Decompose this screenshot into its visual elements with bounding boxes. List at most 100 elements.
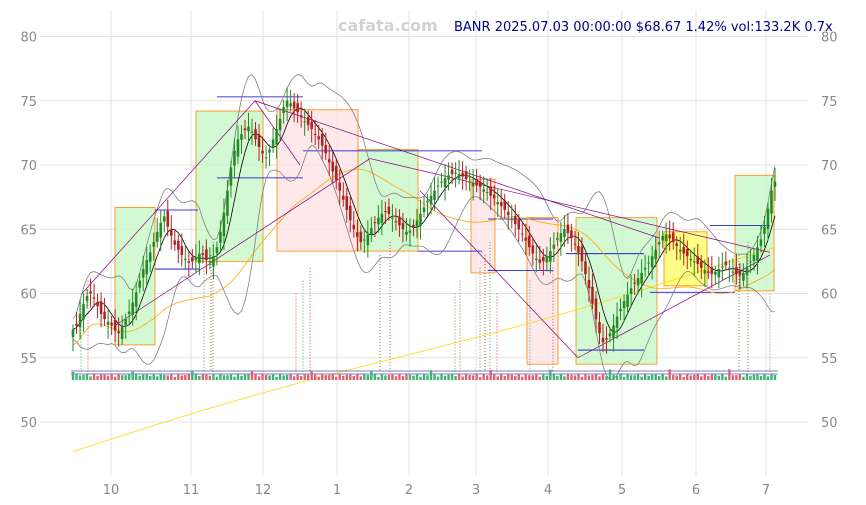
volume-bar [475, 374, 478, 380]
volume-bar [345, 374, 348, 380]
candle-body [289, 103, 292, 107]
candle-body [268, 149, 271, 153]
y-tick-label-right: 65 [821, 223, 838, 238]
volume-bar [619, 374, 622, 380]
candle-body [584, 261, 587, 275]
volume-bar [229, 374, 233, 380]
candle-body [461, 172, 464, 177]
candle-body [471, 182, 475, 187]
volume-bar [145, 374, 148, 380]
volume-bar [500, 374, 503, 380]
candle-body [275, 129, 278, 145]
volume-bar [142, 374, 145, 380]
volume-bar [261, 374, 264, 380]
volume-bar [605, 376, 608, 380]
candle-body [577, 246, 580, 253]
y-tick-label-right: 55 [821, 352, 838, 367]
volume-bar [650, 374, 654, 380]
y-tick-label-left: 70 [20, 159, 37, 174]
candle-body [422, 207, 426, 212]
volume-bar [306, 374, 310, 380]
candle-body [524, 237, 528, 241]
candle-body [324, 145, 328, 154]
volume-bar [580, 376, 584, 380]
candle-body [173, 240, 177, 245]
volume-bar [264, 374, 268, 380]
candle-body [580, 246, 584, 262]
volume-bar [257, 376, 261, 380]
volume-bar [689, 375, 692, 380]
candle-body [749, 261, 752, 263]
volume-bar [507, 374, 510, 380]
range-box [575, 217, 658, 365]
volume-bar [521, 376, 524, 380]
volume-bar [531, 375, 535, 380]
volume-bar [538, 376, 542, 380]
y-tick-label-right: 60 [821, 288, 838, 303]
candle-body [559, 233, 563, 242]
candle-body [612, 325, 615, 339]
volume-bar [542, 374, 545, 380]
volume-bar [468, 374, 471, 380]
volume-bar [149, 376, 152, 380]
volume-bar [391, 374, 394, 380]
range-boxes [114, 109, 775, 365]
volume-bar [510, 374, 513, 380]
candle-body [215, 247, 219, 254]
indicator-lines [72, 74, 776, 452]
candle-body [605, 338, 608, 340]
trend-line [419, 190, 579, 358]
candle-body [166, 210, 170, 227]
candle-body [640, 272, 643, 284]
candle-body [278, 118, 282, 131]
candle-body [334, 165, 338, 181]
y-tick-label-right: 80 [821, 31, 838, 46]
candle-body [520, 233, 524, 235]
candle-body [159, 222, 163, 238]
volume-bar [471, 375, 475, 380]
volume-bar [352, 376, 355, 380]
volume-bar [675, 375, 678, 380]
volume-bar [408, 374, 412, 380]
volume-bar [268, 375, 271, 380]
candle-body [485, 191, 489, 193]
volume-bar [482, 374, 485, 380]
volume-bar [443, 375, 447, 380]
candle-body [661, 235, 664, 241]
candle-body [703, 270, 707, 274]
volume-bar [159, 374, 162, 380]
volume-bar [278, 374, 282, 380]
candle-body [735, 267, 738, 275]
volume-bar [612, 374, 615, 380]
volume-bar [461, 376, 464, 380]
volume-bar [187, 374, 191, 380]
candle-body [377, 217, 380, 225]
candle-body [201, 253, 205, 255]
candle-body [731, 271, 735, 273]
volume-bar [679, 374, 682, 380]
volume-bar [226, 375, 229, 380]
candle-body [327, 159, 331, 163]
candle-body [320, 133, 324, 146]
volume-strip [71, 369, 778, 380]
y-tick-label-left: 50 [20, 416, 37, 431]
volume-bar [240, 375, 243, 380]
candle-body [250, 131, 254, 133]
candle-body [506, 211, 510, 216]
candle-body [510, 218, 514, 221]
candle-body [699, 261, 703, 268]
volume-bar [92, 374, 96, 380]
volume-bar [177, 374, 180, 380]
candle-body [692, 261, 696, 263]
candle-body [356, 232, 359, 237]
candle-body [401, 223, 405, 230]
volume-bar [696, 374, 699, 380]
candle-body [359, 231, 363, 243]
candle-body [566, 224, 570, 234]
candle-body [405, 231, 408, 235]
candle-body [191, 257, 194, 262]
volume-bar [629, 375, 633, 380]
volume-bar [71, 372, 75, 380]
volume-bar [457, 374, 461, 380]
volume-bar [75, 374, 78, 380]
